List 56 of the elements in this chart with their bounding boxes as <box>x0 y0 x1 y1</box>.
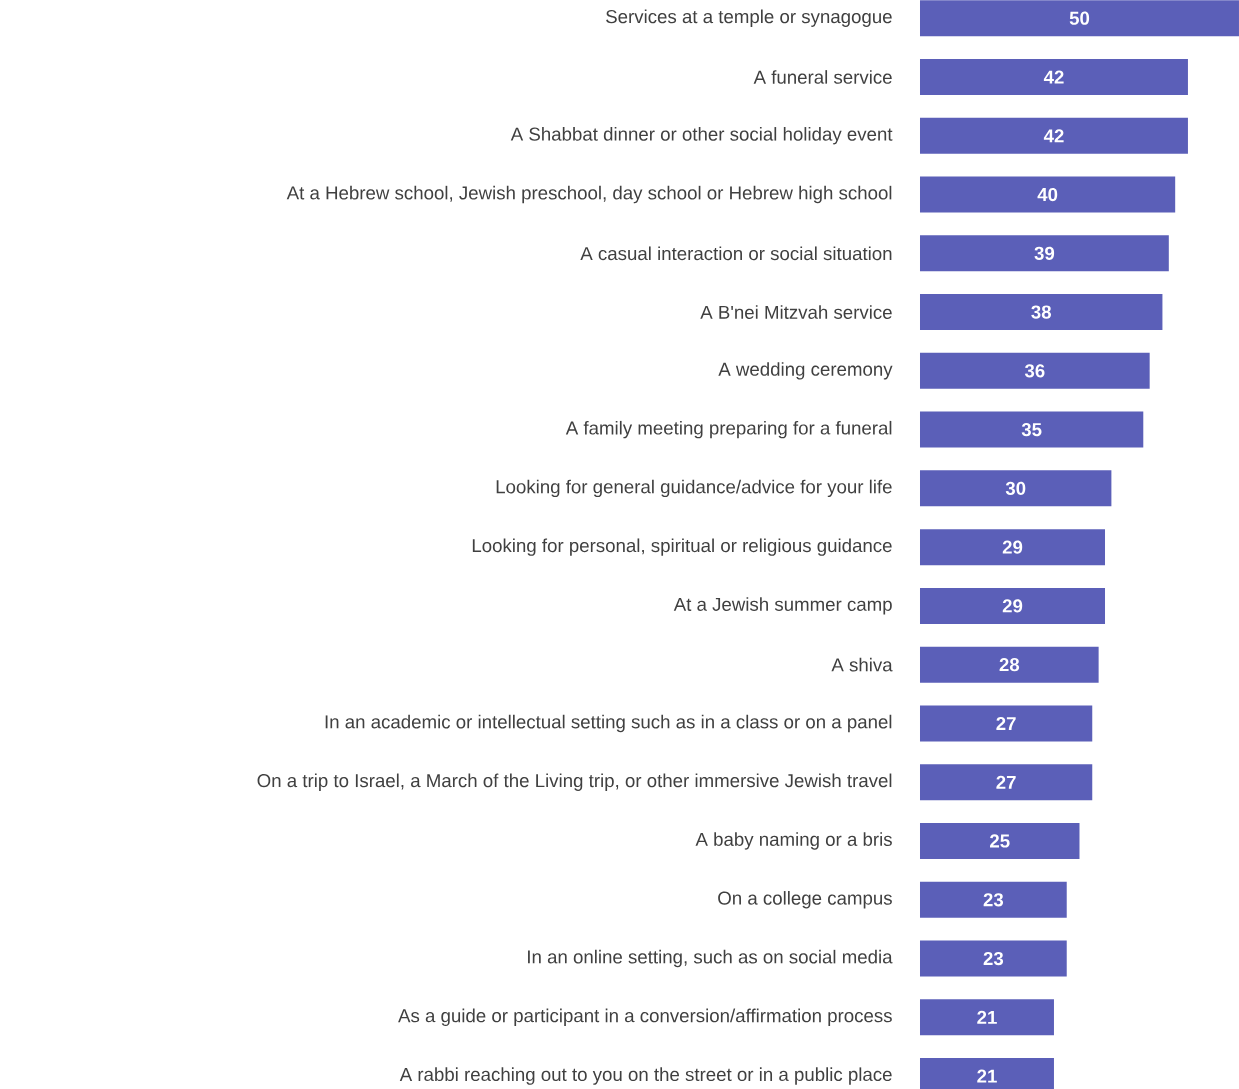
data-label: 36 <box>1024 364 1045 378</box>
data-label: 21 <box>977 1010 997 1024</box>
data-label: 38 <box>1031 305 1052 319</box>
data-label: 27 <box>996 716 1016 730</box>
y-tick-label: Services at a temple or synagogue <box>606 9 892 27</box>
data-label: 23 <box>983 951 1004 966</box>
bar <box>920 176 1176 213</box>
y-tick-label: As a guide or participant in a conversion/affirmation process <box>398 1008 892 1026</box>
y-tick-label: A wedding ceremony <box>718 362 893 380</box>
y-tick-label: A shiva <box>831 657 893 672</box>
y-tick-label: A B'nei Mitzvah service <box>700 305 892 319</box>
y-tick-label: In an online setting, such as on social media <box>528 949 893 968</box>
data-label: 25 <box>990 834 1010 848</box>
y-tick-label: A family meeting preparing for a funeral <box>565 420 892 439</box>
bar <box>920 999 1054 1036</box>
bar <box>920 117 1188 154</box>
bar <box>920 587 1106 624</box>
data-label: 29 <box>1002 599 1023 613</box>
bar <box>920 940 1067 977</box>
data-label: 42 <box>1043 70 1064 84</box>
y-tick-label: A funeral service <box>753 70 892 84</box>
bar <box>920 58 1188 95</box>
data-label: 29 <box>1002 540 1023 554</box>
bar <box>920 411 1144 448</box>
y-tick-label: On a college campus <box>718 891 892 909</box>
y-tick-label: A baby naming or a bris <box>695 832 892 850</box>
data-label: 42 <box>1043 129 1064 143</box>
data-label: 50 <box>1069 11 1090 25</box>
data-label: 23 <box>983 893 1004 907</box>
bar <box>920 294 1163 331</box>
bar <box>920 529 1106 566</box>
bar <box>920 881 1067 918</box>
data-label: 39 <box>1034 246 1055 260</box>
data-label: 35 <box>1021 422 1042 437</box>
data-label: 21 <box>977 1069 997 1083</box>
bar <box>920 646 1099 683</box>
y-tick-label: On a trip to Israel, a March of the Living trip, or other immersive Jewish travel <box>257 773 892 791</box>
data-label: 27 <box>996 775 1016 789</box>
y-tick-label: A Shabbat dinner or other social holiday event <box>510 127 893 145</box>
bar <box>920 822 1080 859</box>
y-tick-label: In an academic or intellectual setting such as in a class or on a panel <box>325 714 892 733</box>
bar <box>920 764 1093 801</box>
bar <box>920 235 1169 272</box>
bar <box>920 352 1150 389</box>
y-tick-label: At a Hebrew school, Jewish preschool, day school or Hebrew high school <box>286 185 892 204</box>
y-tick-label: A rabbi reaching out to you on the street or in a public place <box>399 1067 892 1085</box>
data-label: 40 <box>1037 187 1058 202</box>
y-tick-label: Looking for personal, spiritual or religious guidance <box>472 538 892 556</box>
bar <box>920 470 1112 507</box>
y-tick-label: Looking for general guidance/advice for your life <box>496 479 892 498</box>
y-tick-label: At a Jewish summer camp <box>673 597 892 615</box>
bar <box>920 0 1239 37</box>
y-tick-label: A casual interaction or social situation <box>580 246 892 261</box>
data-label: 30 <box>1005 481 1026 495</box>
data-label: 28 <box>999 658 1020 672</box>
bar <box>920 705 1093 742</box>
